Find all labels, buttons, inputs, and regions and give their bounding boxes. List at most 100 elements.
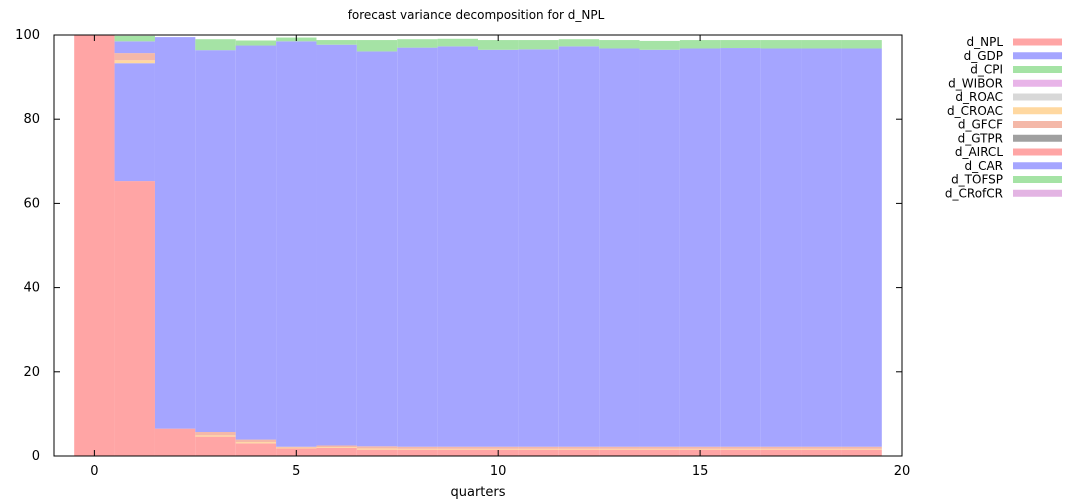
legend-swatch-d-crofcr	[1013, 189, 1062, 197]
bar-segment-d-tofsp-q8	[397, 39, 438, 48]
bar-segment-d-car-q7	[356, 51, 398, 447]
legend-label-d-cpi: d_CPI	[970, 63, 1003, 77]
bar-segment-d-tofsp-q6	[316, 40, 357, 45]
bar-segment-d-croac-q18	[801, 448, 842, 450]
chart-title: forecast variance decomposition for d_NP…	[348, 8, 605, 22]
plot-frame	[53, 34, 903, 457]
bar-segment-d-tofsp-q14	[639, 40, 680, 50]
bar-segment-d-car-q9	[437, 46, 478, 447]
bar-segment-d-gfcf-q5	[276, 446, 317, 448]
legend: d_NPLd_GDPd_CPId_WIBORd_ROACd_CROACd_GFC…	[945, 35, 1062, 200]
bar-segment-d-tofsp-q3	[195, 39, 236, 51]
bar-segment-d-car-q12	[558, 46, 600, 447]
x-tick-label-10: 10	[490, 464, 507, 479]
bar-segment-d-croac-q11	[518, 448, 559, 450]
bar-segment-d-croac-q15	[679, 448, 721, 450]
legend-swatch-d-gtpr	[1013, 134, 1062, 142]
bar-segment-d-croac-q19	[841, 448, 882, 450]
legend-swatch-d-npl	[1013, 38, 1062, 46]
bar-segment-d-npl-q2	[154, 428, 196, 456]
legend-label-d-roac: d_ROAC	[955, 90, 1003, 104]
x-axis-label: quarters	[450, 485, 505, 500]
bar-segment-d-croac-q12	[558, 448, 600, 450]
bar-segment-d-croac-q1	[114, 60, 155, 64]
bar-segment-d-gfcf-q1	[114, 53, 155, 61]
bar-segment-d-tofsp-q18	[801, 40, 842, 49]
bar-segment-d-car-q2	[154, 37, 196, 429]
bar-segment-d-gfcf-q7	[356, 446, 398, 449]
x-tick-label-0: 0	[90, 464, 98, 479]
x-tick-label-5: 5	[292, 464, 300, 479]
bar-segment-d-npl-q17	[760, 449, 802, 456]
bar-segment-d-croac-q6	[316, 447, 357, 449]
bar-segment-d-tofsp-q10	[478, 40, 519, 50]
bar-segment-d-car-q10	[478, 49, 519, 447]
ticks-layer: 0 5 10 15 20 0 20 40 60 80 100	[15, 28, 910, 479]
bar-segment-d-tofsp-q19	[841, 40, 882, 49]
legend-swatch-d-cpi	[1013, 66, 1062, 73]
legend-label-d-crofcr: d_CRofCR	[945, 186, 1003, 200]
bars-layer	[74, 35, 882, 456]
bar-segment-d-npl-q3	[195, 436, 236, 456]
y-tick-label-60: 60	[23, 196, 40, 211]
legend-label-d-aircl: d_AIRCL	[955, 145, 1003, 159]
bar-segment-d-gfcf-q14	[639, 446, 680, 449]
bar-segment-d-gfcf-q12	[558, 446, 600, 449]
bar-segment-d-gfcf-q13	[599, 446, 640, 449]
legend-swatch-d-wibor	[1013, 79, 1062, 87]
bar-segment-d-car-q1	[114, 41, 155, 54]
bar-segment-d-gfcf-q8	[397, 446, 438, 449]
bar-segment-d-npl-q8	[397, 449, 438, 456]
legend-label-d-wibor: d_WIBOR	[948, 76, 1003, 90]
bar-segment-d-car-q14	[639, 49, 680, 447]
legend-label-d-gfcf: d_GFCF	[958, 118, 1003, 132]
bar-segment-d-croac-q7	[356, 448, 398, 450]
bar-segment-d-tofsp-q12	[558, 39, 600, 47]
bar-segment-d-car-q8	[397, 47, 438, 447]
bar-segment-d-gfcf-q16	[720, 446, 761, 449]
bar-segment-d-gfcf-q3	[195, 432, 236, 436]
legend-label-d-car: d_CAR	[964, 159, 1003, 173]
bar-segment-d-croac-q13	[599, 448, 640, 450]
legend-label-d-croac: d_CROAC	[947, 104, 1003, 118]
bar-segment-d-car-q17	[760, 48, 802, 447]
bar-segment-d-croac-q17	[760, 448, 802, 450]
bar-segment-d-car-q18	[801, 48, 842, 447]
bar-segment-d-car-q3	[195, 50, 236, 433]
y-tick-label-0: 0	[32, 449, 40, 464]
bar-segment-d-croac-q3	[195, 435, 236, 437]
bar-segment-d-npl-q11	[518, 449, 559, 456]
legend-label-d-npl: d_NPL	[966, 35, 1003, 49]
legend-label-d-gdp: d_GDP	[964, 49, 1003, 63]
legend-swatch-d-croac	[1013, 107, 1062, 115]
legend-label-d-gtpr: d_GTPR	[958, 131, 1003, 145]
bar-segment-d-croac-q5	[276, 447, 317, 449]
y-tick-label-80: 80	[23, 112, 40, 127]
bar-segment-d-npl-q16	[720, 449, 761, 456]
bar-segment-d-car-q5	[276, 41, 317, 447]
bar-segment-d-npl-q12	[558, 449, 600, 456]
bar-segment-d-gfcf-q4	[235, 439, 277, 443]
bar-segment-d-npl-q18	[801, 449, 842, 456]
bar-segment-d-npl-q14	[639, 449, 680, 456]
legend-swatch-d-roac	[1013, 93, 1062, 101]
bar-segment-d-gfcf-q19	[841, 446, 882, 449]
legend-swatch-d-car	[1013, 162, 1062, 170]
bar-segment-d-npl-q0	[74, 35, 115, 456]
legend-label-d-tofsp: d_TOFSP	[951, 173, 1003, 187]
bar-segment-d-croac-q14	[639, 448, 680, 450]
bar-segment-d-gfcf-q6	[316, 445, 357, 448]
bar-segment-d-tofsp-q9	[437, 38, 478, 47]
bar-segment-d-tofsp-q11	[518, 40, 559, 50]
bar-segment-d-car-q19	[841, 48, 882, 447]
bar-segment-d-tofsp-q4	[235, 40, 277, 46]
bar-segment-d-car-q15	[679, 48, 721, 447]
bar-segment-d-tofsp-q17	[760, 40, 802, 49]
bar-segment-d-tofsp-q1	[114, 35, 155, 42]
bar-segment-d-npl-q1	[114, 181, 155, 456]
bar-segment-d-gfcf-q15	[679, 446, 721, 449]
bar-segment-d-tofsp-q16	[720, 40, 761, 49]
legend-swatch-d-gdp	[1013, 52, 1062, 60]
